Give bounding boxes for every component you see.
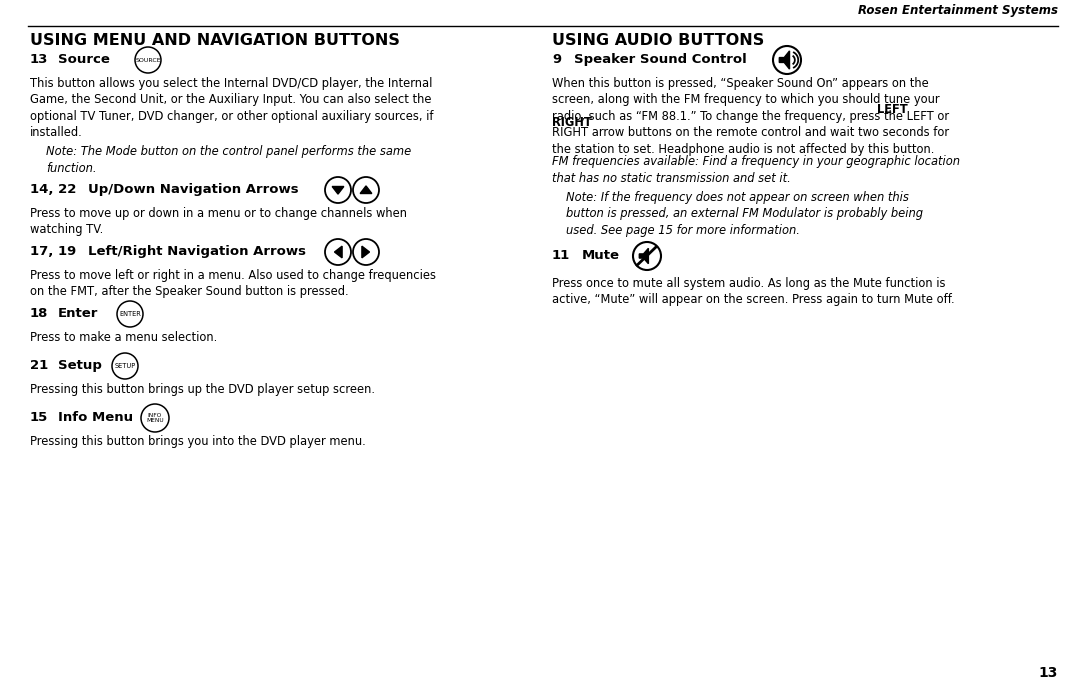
- Text: 9: 9: [552, 53, 562, 66]
- Polygon shape: [335, 246, 342, 258]
- Text: This button allows you select the Internal DVD/CD player, the Internal
Game, the: This button allows you select the Intern…: [30, 77, 433, 140]
- Text: Mute: Mute: [582, 249, 620, 262]
- Text: Info Menu: Info Menu: [58, 411, 133, 424]
- Text: LEFT: LEFT: [877, 103, 908, 116]
- Text: Note: The Mode button on the control panel performs the same
function.: Note: The Mode button on the control pan…: [46, 145, 411, 174]
- Text: 18: 18: [30, 307, 49, 320]
- Text: 15: 15: [30, 411, 49, 424]
- Text: USING AUDIO BUTTONS: USING AUDIO BUTTONS: [552, 33, 765, 48]
- Polygon shape: [360, 186, 372, 193]
- Text: Note: If the frequency does not appear on screen when this
button is pressed, an: Note: If the frequency does not appear o…: [566, 191, 923, 237]
- Polygon shape: [780, 51, 789, 69]
- Text: Press once to mute all system audio. As long as the Mute function is
active, “Mu: Press once to mute all system audio. As …: [552, 277, 955, 306]
- Text: SOURCE: SOURCE: [135, 57, 161, 63]
- Text: Left/Right Navigation Arrows: Left/Right Navigation Arrows: [87, 245, 306, 258]
- Text: ENTER: ENTER: [119, 311, 140, 317]
- Text: USING MENU AND NAVIGATION BUTTONS: USING MENU AND NAVIGATION BUTTONS: [30, 33, 400, 48]
- Text: 13: 13: [1039, 666, 1058, 680]
- Text: Rosen Entertainment Systems: Rosen Entertainment Systems: [858, 4, 1058, 17]
- Text: Setup: Setup: [58, 359, 102, 372]
- Text: 13: 13: [30, 53, 49, 66]
- Polygon shape: [362, 246, 369, 258]
- Text: Pressing this button brings up the DVD player setup screen.: Pressing this button brings up the DVD p…: [30, 383, 375, 396]
- Text: RIGHT: RIGHT: [552, 116, 592, 129]
- Text: Press to make a menu selection.: Press to make a menu selection.: [30, 331, 217, 344]
- Text: Source: Source: [58, 53, 110, 66]
- Text: Up/Down Navigation Arrows: Up/Down Navigation Arrows: [87, 183, 299, 196]
- Text: Pressing this button brings you into the DVD player menu.: Pressing this button brings you into the…: [30, 435, 366, 448]
- Text: 21: 21: [30, 359, 49, 372]
- Text: 17, 19: 17, 19: [30, 245, 77, 258]
- Polygon shape: [639, 248, 648, 264]
- Polygon shape: [333, 186, 343, 194]
- Text: 14, 22: 14, 22: [30, 183, 77, 196]
- Text: 11: 11: [552, 249, 570, 262]
- Text: Press to move up or down in a menu or to change channels when
watching TV.: Press to move up or down in a menu or to…: [30, 207, 407, 237]
- Text: FM frequencies available: Find a frequency in your geographic location
that has : FM frequencies available: Find a frequen…: [552, 155, 960, 184]
- Text: SETUP: SETUP: [114, 363, 136, 369]
- Text: Press to move left or right in a menu. Also used to change frequencies
on the FM: Press to move left or right in a menu. A…: [30, 269, 436, 299]
- Text: INFO
MENU: INFO MENU: [146, 413, 164, 424]
- Text: Speaker Sound Control: Speaker Sound Control: [573, 53, 746, 66]
- Text: When this button is pressed, “Speaker Sound On” appears on the
screen, along wit: When this button is pressed, “Speaker So…: [552, 77, 949, 156]
- Text: Enter: Enter: [58, 307, 98, 320]
